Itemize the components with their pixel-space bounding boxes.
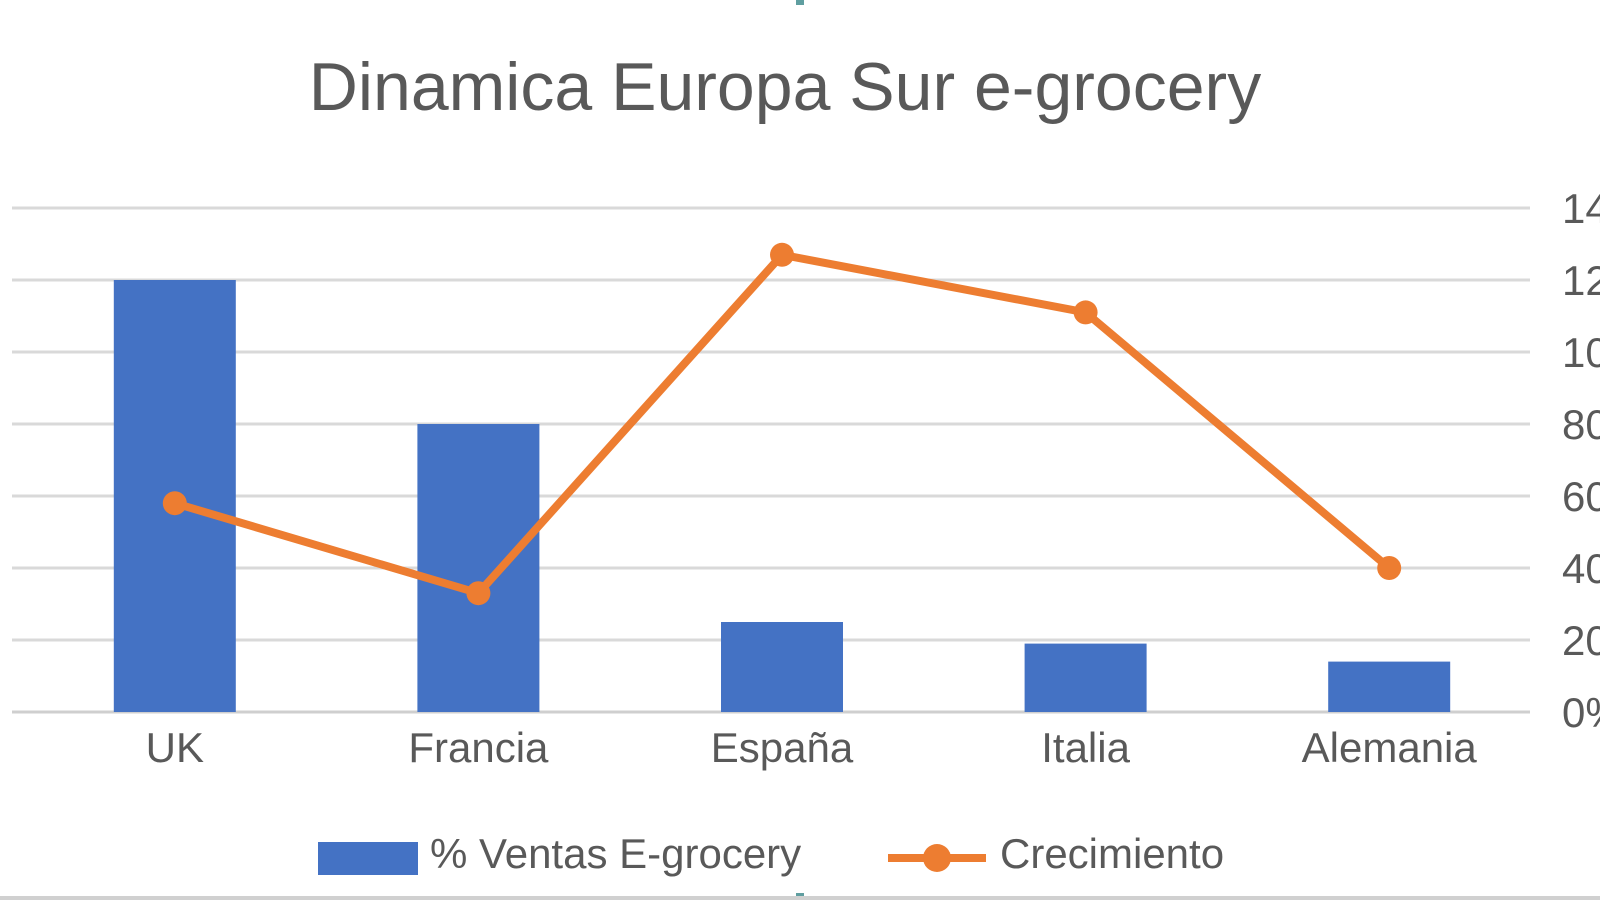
bottom-rule (0, 896, 1600, 900)
y-right-tick-label: 140% (1562, 185, 1600, 232)
line-series (162, 242, 1402, 606)
legend-swatch-marker (923, 844, 951, 872)
bar (1024, 643, 1147, 712)
x-tick-label: Alemania (1302, 724, 1478, 771)
bar (1328, 661, 1451, 712)
line-point (770, 242, 794, 267)
x-tick-label: España (711, 724, 854, 771)
line-point (1073, 300, 1098, 325)
y-right-tick-label: 60% (1562, 473, 1600, 520)
x-tick-label: Francia (408, 724, 549, 771)
chart-title: Dinamica Europa Sur e-grocery (308, 49, 1262, 125)
selection-handle-top[interactable] (796, 0, 804, 5)
x-tick-label: Italia (1041, 724, 1130, 771)
line-point (1377, 556, 1402, 580)
y-right-tick-label: 100% (1562, 329, 1600, 376)
y-right-tick-label: 20% (1562, 617, 1600, 664)
legend: % Ventas E-grocery Crecimiento (318, 830, 1224, 877)
line-point (466, 581, 491, 606)
x-tick-label: UK (146, 724, 204, 771)
y-right-tick-label: 80% (1562, 401, 1600, 448)
selection-handle-bottom[interactable] (796, 893, 804, 898)
legend-swatch-bar (318, 842, 418, 875)
line-point (162, 491, 187, 516)
y-right-tick-label: 0% (1562, 689, 1600, 736)
bar (721, 622, 843, 712)
bar (417, 424, 540, 712)
legend-label: % Ventas E-grocery (430, 830, 801, 877)
legend-label: Crecimiento (1000, 830, 1224, 877)
y-right-tick-label: 40% (1562, 545, 1600, 592)
y-right-tick-label: 120% (1562, 257, 1600, 304)
axis-labels: 0% 20% 40% 60% 80% 100% 120% 140% UK Francia Españ… (146, 185, 1600, 771)
